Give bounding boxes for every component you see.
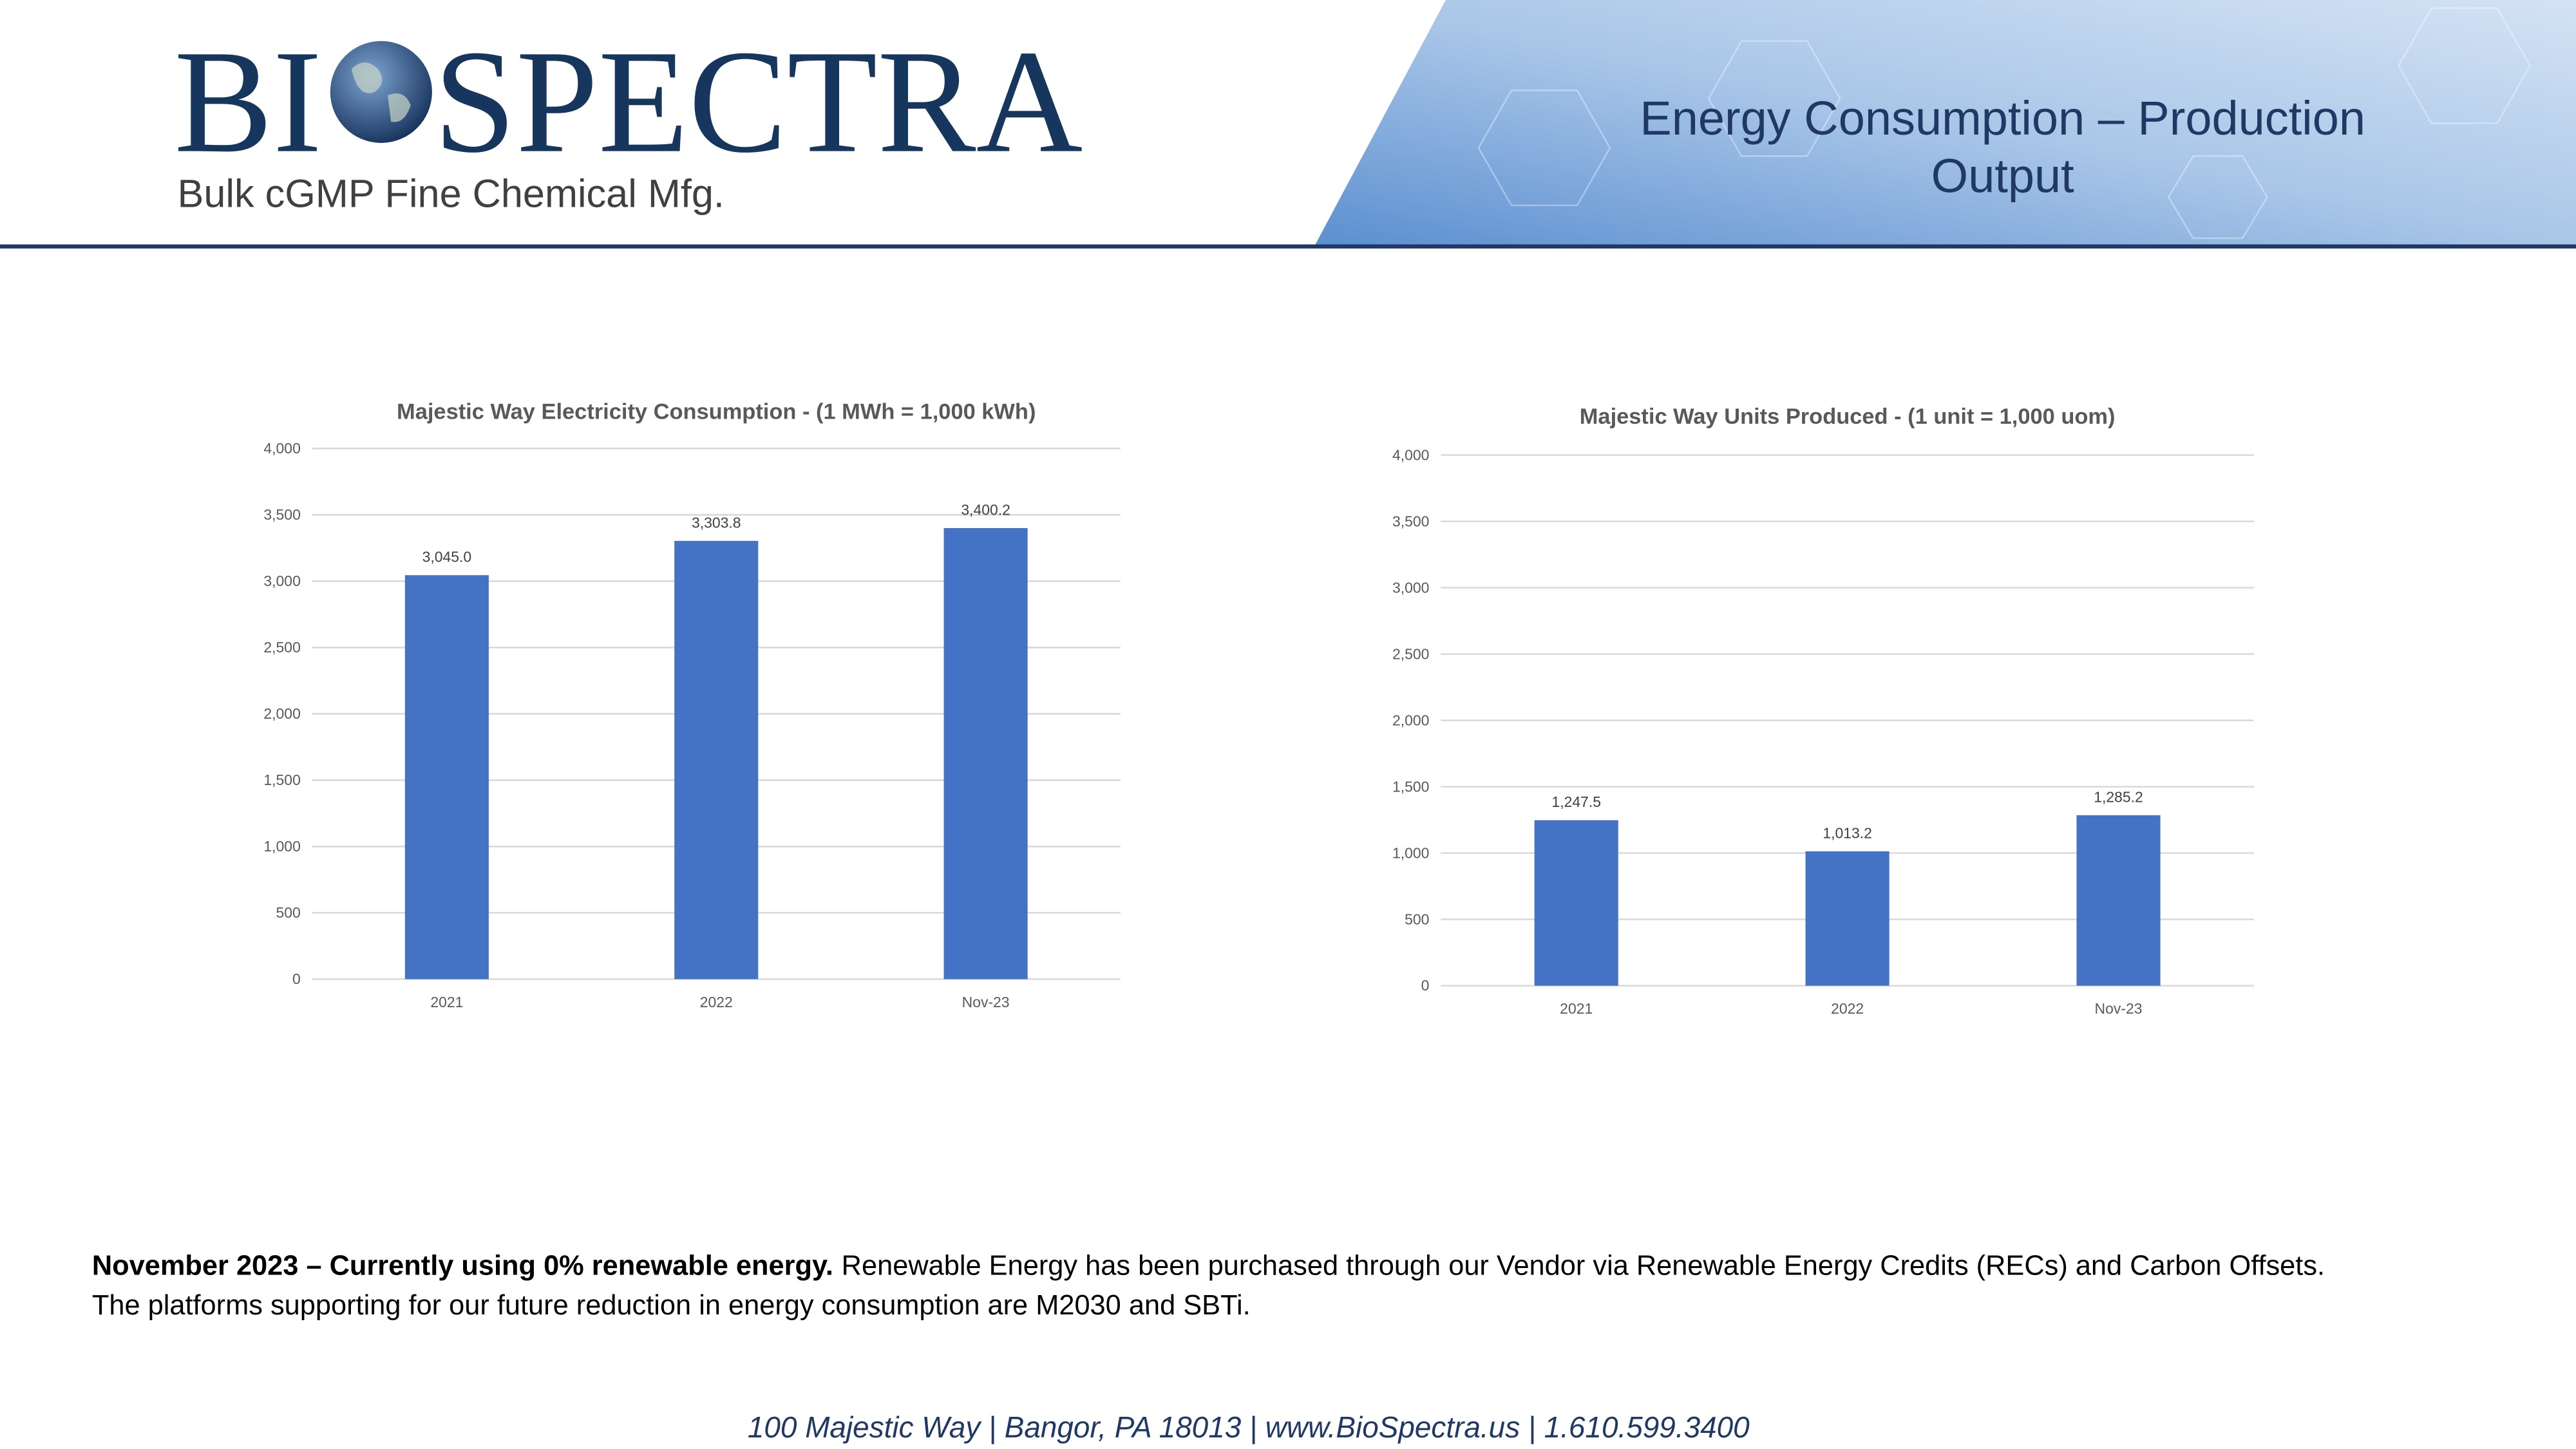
value-label: 1,285.2 <box>2094 788 2143 805</box>
chart-title: Majestic Way Electricity Consumption - (… <box>397 400 1036 424</box>
chart-title: Majestic Way Units Produced - (1 unit = … <box>1580 404 2116 429</box>
y-tick-label: 500 <box>1405 911 1429 927</box>
y-tick-label: 4,000 <box>1392 446 1429 463</box>
y-tick-label: 3,000 <box>1392 579 1429 596</box>
y-tick-label: 1,000 <box>263 838 300 855</box>
logo-globe <box>330 41 432 143</box>
bar <box>404 575 489 980</box>
slide-title: Energy Consumption – Production <box>1640 91 2365 145</box>
y-tick-label: 3,500 <box>263 506 300 523</box>
y-tick-label: 4,000 <box>263 440 300 457</box>
header-banner <box>1314 0 2576 247</box>
y-tick-label: 500 <box>276 904 301 921</box>
footer: 100 Majestic Way | Bangor, PA 18013 | ww… <box>748 1410 1750 1444</box>
value-label: 1,013.2 <box>1823 824 1872 841</box>
y-tick-label: 0 <box>1421 977 1430 994</box>
logo-globe-land <box>351 62 411 122</box>
x-tick-label: Nov-23 <box>962 994 1010 1010</box>
y-tick-label: 2,500 <box>263 639 300 656</box>
value-label: 3,400.2 <box>961 502 1010 518</box>
tagline: Bulk cGMP Fine Chemical Mfg. <box>178 171 724 215</box>
bar <box>2076 815 2161 986</box>
x-tick-label: 2022 <box>700 994 733 1010</box>
logo-right: SPECTRA <box>433 19 1083 184</box>
y-tick-label: 2,500 <box>1392 645 1429 662</box>
body-line: Renewable Energy has been purchased thro… <box>842 1251 2325 1282</box>
bar <box>1534 820 1618 986</box>
charts: Majestic Way Electricity Consumption - (… <box>263 400 2254 1017</box>
x-tick-label: 2021 <box>1560 1000 1593 1017</box>
y-tick-label: 1,500 <box>263 772 300 788</box>
body-text: November 2023 – Currently using 0% renew… <box>92 1251 2325 1282</box>
bar <box>1805 851 1889 986</box>
y-tick-label: 0 <box>292 971 301 987</box>
body-lead: November 2023 – Currently using 0% renew… <box>92 1251 833 1282</box>
bar <box>674 540 759 980</box>
value-label: 3,303.8 <box>692 514 741 531</box>
value-label: 3,045.0 <box>422 549 472 565</box>
x-tick-label: 2021 <box>430 994 463 1010</box>
y-tick-label: 1,000 <box>1392 844 1429 861</box>
body-line: The platforms supporting for our future … <box>92 1290 1251 1321</box>
y-tick-label: 3,000 <box>263 573 300 589</box>
y-tick-label: 3,500 <box>1392 513 1429 529</box>
y-tick-label: 2,000 <box>263 705 300 722</box>
y-tick-label: 1,500 <box>1392 778 1429 795</box>
bar <box>943 527 1028 980</box>
hex-pattern <box>1477 7 2532 240</box>
value-label: 1,247.5 <box>1551 793 1601 810</box>
x-tick-label: Nov-23 <box>2095 1000 2143 1017</box>
slide-title: Output <box>1931 149 2074 202</box>
y-tick-label: 2,000 <box>1392 712 1429 728</box>
x-tick-label: 2022 <box>1831 1000 1864 1017</box>
logo-left: BI <box>174 19 322 184</box>
